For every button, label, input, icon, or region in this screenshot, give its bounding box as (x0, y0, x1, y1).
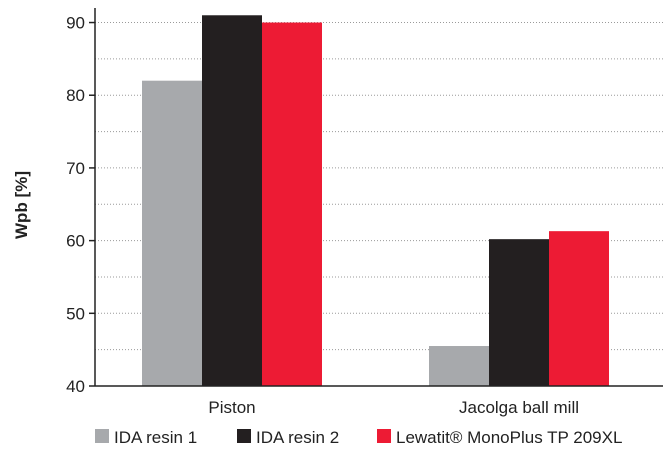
bar (489, 239, 549, 386)
legend: IDA resin 1 IDA resin 2 Lewatit® MonoPlus … (95, 428, 622, 447)
bars (142, 15, 609, 387)
y-tick-label: 60 (66, 232, 85, 251)
legend-swatch (95, 429, 109, 443)
legend-swatch (377, 429, 391, 443)
x-category-labels: Piston Jacolga ball mill (208, 398, 579, 417)
y-tick-label: 80 (66, 86, 85, 105)
axes (94, 8, 663, 387)
bar (202, 15, 262, 387)
y-tick-label: 90 (66, 14, 85, 33)
y-axis-label: Wpb [%] (12, 171, 31, 239)
x-category-label: Piston (208, 398, 255, 417)
x-category-label: Jacolga ball mill (459, 398, 579, 417)
legend-label: IDA resin 2 (256, 428, 339, 447)
y-tick-label: 50 (66, 304, 85, 323)
legend-label: IDA resin 1 (114, 428, 197, 447)
y-tick-labels: 40 50 60 70 80 90 (66, 14, 95, 396)
bar (429, 346, 489, 386)
bar (142, 80, 202, 386)
bar (262, 22, 322, 387)
legend-swatch (237, 429, 251, 443)
y-tick-label: 70 (66, 159, 85, 178)
legend-label: Lewatit® MonoPlus TP 209XL (396, 428, 622, 447)
y-tick-label: 40 (66, 377, 85, 396)
bar (549, 231, 609, 386)
